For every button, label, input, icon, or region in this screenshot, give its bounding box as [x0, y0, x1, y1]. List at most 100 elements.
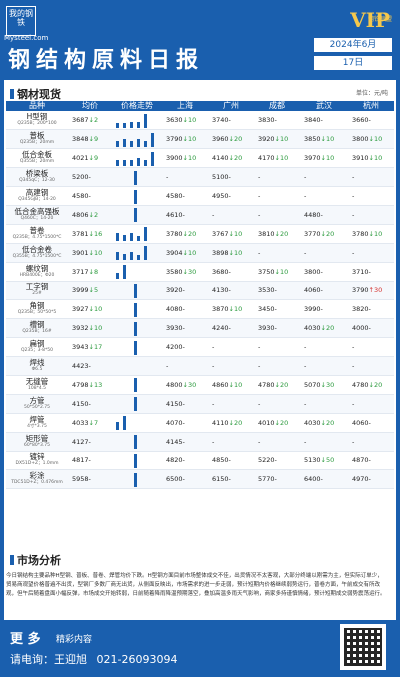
price-value: 3530	[258, 286, 275, 295]
change-amount: 10	[234, 380, 243, 389]
change-direction: -	[320, 475, 323, 484]
consult-label: 请电询：王迎旭	[10, 653, 87, 666]
wh-price-cell: 3770↓20	[300, 224, 348, 244]
product-name-cell: 焊管 4寸*3.75	[6, 413, 68, 433]
change-direction: ↓	[88, 324, 94, 333]
price-value: 3943	[72, 343, 89, 352]
avg-price-cell: 4580-	[68, 186, 112, 206]
price-value: 6400	[304, 475, 321, 484]
cd-price-cell: -	[254, 205, 300, 225]
hz-price-cell: -	[348, 356, 394, 376]
column-header: 上海	[162, 101, 208, 111]
change-direction: ↓	[320, 456, 326, 465]
product-spec: DX51D+Z；1.0mm	[15, 461, 59, 467]
phone-number[interactable]: 021-26093094	[96, 653, 178, 666]
trend-bar	[144, 227, 147, 242]
change-direction: -	[320, 116, 323, 125]
trend-sparkline	[112, 301, 162, 318]
price-value: 4130	[212, 286, 229, 295]
price-value: 4480	[304, 210, 321, 219]
change-direction: -	[352, 343, 355, 352]
product-spec: 108*4.5	[28, 385, 46, 391]
trend-cell	[112, 337, 162, 358]
product-name: 彩涂	[29, 471, 45, 481]
price-value: 4870	[352, 456, 369, 465]
sh-price-cell: 3790↓10	[162, 129, 208, 150]
product-spec: Q355B；20mm	[19, 159, 55, 165]
wh-price-cell: -	[300, 243, 348, 263]
product-name: 桥梁板	[25, 169, 49, 179]
change-direction: -	[274, 475, 277, 484]
trend-cell	[112, 224, 162, 244]
sh-price-cell: -	[162, 356, 208, 376]
gz-price-cell: 3898↓10	[208, 243, 254, 263]
price-value: 3930	[258, 324, 275, 333]
change-direction: -	[274, 305, 277, 314]
change-direction: -	[304, 192, 307, 200]
change-amount: 10	[280, 154, 289, 163]
change-amount: 2	[94, 210, 99, 219]
price-value: 3740	[212, 116, 229, 125]
change-direction: -	[258, 248, 261, 257]
trend-bar	[134, 397, 137, 412]
sh-price-cell: 6500-	[162, 469, 208, 490]
change-direction: -	[228, 324, 231, 333]
wh-price-cell: 5130↓50	[300, 451, 348, 471]
more-label: 更 多	[10, 632, 41, 647]
trend-sparkline	[112, 433, 162, 450]
hz-price-cell: 3780↓10	[348, 224, 394, 244]
price-value: 3970	[304, 154, 321, 163]
change-direction: -	[304, 399, 307, 408]
table-row: 桥梁板 Q345qC；12-30 5200- -5100- - - -	[6, 167, 394, 188]
gz-price-cell: 3767↓10	[208, 224, 254, 244]
sh-price-cell: 4200-	[162, 337, 208, 358]
price-value: 4780	[352, 380, 369, 389]
analysis-section-title: 市场分析	[10, 552, 61, 568]
vip-sub-label: 钢铁联盟	[367, 16, 392, 23]
change-direction: -	[258, 192, 261, 200]
product-spec: Q235B；20mm	[19, 140, 55, 146]
change-amount: 20	[326, 324, 335, 333]
gz-price-cell: 4950-	[208, 186, 254, 206]
sh-price-cell: 4150-	[162, 394, 208, 414]
change-direction: ↓	[228, 248, 234, 257]
table-row: 焊管 4寸*3.75 4033↓7 4070- 4110↓20 4010↓20 4030↓2…	[6, 413, 394, 433]
change-amount: 10	[234, 305, 243, 314]
change-direction: ↓	[88, 418, 94, 427]
product-name-cell: 镀锌 DX51D+Z；1.0mm	[6, 451, 68, 471]
trend-bar	[130, 159, 133, 166]
price-value: 3780	[352, 229, 369, 238]
qr-code-icon[interactable]	[340, 624, 386, 670]
change-amount: 17	[94, 343, 103, 352]
change-amount: 10	[374, 154, 383, 163]
avg-price-cell: 3999↓5	[68, 281, 112, 301]
price-value: 3848	[72, 135, 89, 144]
change-direction: -	[212, 362, 215, 371]
gz-price-cell: 4140↓20	[208, 148, 254, 169]
change-amount: 8	[94, 267, 99, 276]
avg-price-cell: 5958-	[68, 469, 112, 490]
product-name: 普板	[29, 131, 45, 141]
change-direction: -	[88, 399, 91, 408]
sh-price-cell: 3580↓30	[162, 262, 208, 282]
trend-sparkline	[112, 452, 162, 469]
change-direction: -	[166, 173, 169, 182]
change-direction: ↓	[88, 229, 94, 238]
price-value: 3750	[258, 267, 275, 276]
change-direction: -	[352, 192, 355, 200]
hz-price-cell: -	[348, 186, 394, 206]
sh-price-cell: 4145-	[162, 432, 208, 452]
table-row: 矩形管 60*80*3.75 4127- 4145- - - - -	[6, 432, 394, 452]
hz-price-cell: -	[348, 167, 394, 188]
trend-sparkline	[112, 471, 162, 488]
change-direction: -	[88, 173, 91, 182]
price-value: 4127	[72, 437, 89, 446]
change-direction: -	[352, 437, 355, 446]
change-direction: -	[182, 192, 185, 200]
price-value: 3900	[166, 154, 183, 163]
price-table: 品种 均价 价格走势 上海 广州 成都 武汉 杭州 H型钢 Q235B；200*100 3687↓…	[6, 101, 394, 490]
change-direction: ↓	[182, 116, 188, 125]
price-value: 4150	[72, 399, 89, 408]
product-name-cell: 矩形管 60*80*3.75	[6, 432, 68, 452]
trend-bar	[134, 208, 137, 223]
